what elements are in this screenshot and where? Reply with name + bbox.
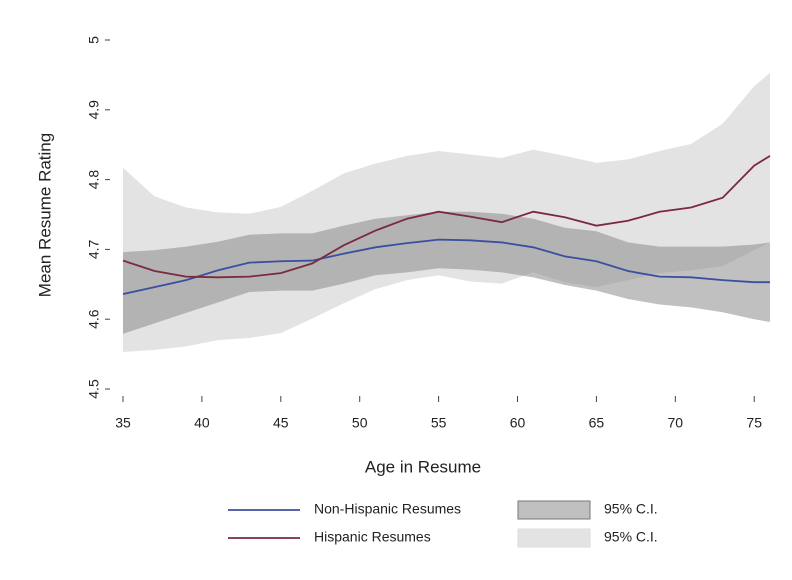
legend-swatch — [517, 500, 591, 520]
x-tick-label: 55 — [431, 415, 447, 431]
legend-label: 95% C.I. — [604, 501, 658, 517]
x-tick-label: 60 — [510, 415, 526, 431]
y-tick-label: 4.6 — [86, 309, 102, 329]
x-tick-label: 45 — [273, 415, 289, 431]
x-tick-label: 50 — [352, 415, 368, 431]
y-tick-label: 4.8 — [86, 170, 102, 190]
x-tick-label: 75 — [746, 415, 762, 431]
legend-label: Hispanic Resumes — [314, 529, 431, 545]
x-tick-label: 35 — [115, 415, 131, 431]
x-axis-title: Age in Resume — [365, 457, 481, 476]
y-tick-label: 4.9 — [86, 100, 102, 120]
legend-label: 95% C.I. — [604, 529, 658, 545]
series-line — [122, 238, 770, 295]
x-tick-label: 40 — [194, 415, 210, 431]
y-tick-label: 5 — [86, 36, 102, 44]
ci-band — [123, 211, 770, 334]
series-line — [122, 155, 771, 279]
legend-swatch — [517, 528, 591, 548]
y-tick-label: 4.7 — [86, 239, 102, 259]
y-tick-label: 4.5 — [86, 379, 102, 399]
y-axis-title: Mean Resume Rating — [35, 133, 54, 297]
x-tick-label: 65 — [589, 415, 605, 431]
x-tick-label: 70 — [668, 415, 684, 431]
legend-label: Non-Hispanic Resumes — [314, 501, 461, 517]
